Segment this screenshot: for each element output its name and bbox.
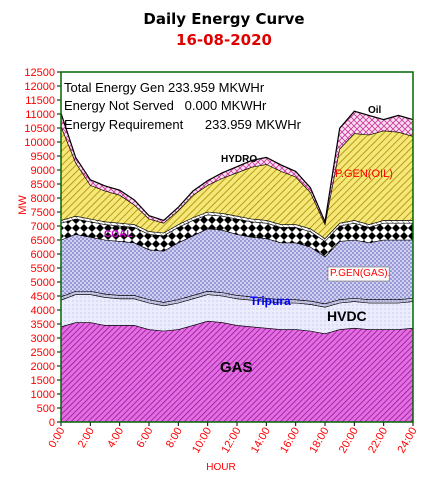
x-tick-label: 0:00: [46, 426, 67, 451]
y-tick-label: 9000: [31, 165, 55, 177]
y-tick-label: 0: [49, 417, 55, 429]
y-tick-label: 500: [37, 403, 55, 415]
series-label-pgen-oil: P.GEN(OIL): [335, 168, 393, 180]
x-tick-label: 18:00: [307, 426, 331, 456]
chart-subtitle: 16-08-2020: [176, 31, 272, 49]
series-label-pgen-gas: P.GEN(GAS).: [330, 268, 390, 279]
y-tick-label: 12500: [24, 67, 55, 79]
annotation-text: Energy Not Served 0.000 MKWHr: [64, 98, 267, 113]
y-tick-label: 1500: [31, 375, 55, 387]
x-tick-label: 6:00: [134, 426, 155, 451]
x-tick-label: 8:00: [164, 426, 185, 451]
chart-title: Daily Energy Curve: [143, 10, 305, 28]
x-tick-label: 22:00: [366, 426, 390, 456]
x-tick-label: 24:00: [395, 426, 419, 456]
y-tick-label: 5500: [31, 263, 55, 275]
series-label-coal: COAL: [104, 229, 132, 240]
annotation-text: Energy Requirement 233.959 MKWHr: [64, 117, 302, 132]
y-tick-label: 3000: [31, 333, 55, 345]
annotation-text: Total Energy Gen 233.959 MKWHr: [64, 80, 265, 95]
y-tick-label: 7000: [31, 221, 55, 233]
x-tick-label: 10:00: [190, 426, 214, 456]
y-tick-label: 2000: [31, 361, 55, 373]
y-tick-label: 9500: [31, 151, 55, 163]
x-tick-label: 2:00: [76, 426, 97, 451]
y-tick-label: 4000: [31, 305, 55, 317]
plot-border: [60, 71, 414, 423]
x-tick-label: 4:00: [105, 426, 126, 451]
y-tick-label: 1000: [31, 389, 55, 401]
series-label-oil: Oil: [368, 105, 382, 116]
y-tick-label: 12000: [24, 81, 55, 93]
series-label-hvdc: HVDC: [327, 308, 367, 324]
y-tick-label: 11500: [25, 95, 55, 107]
series-label-gas: GAS: [220, 359, 253, 376]
x-tick-label: 16:00: [278, 426, 302, 456]
x-tick-label: 12:00: [219, 426, 243, 456]
y-tick-label: 10000: [24, 137, 55, 149]
y-tick-label: 8000: [31, 193, 55, 205]
series-label-pgen-gas-box: [327, 266, 390, 282]
x-axis-label: HOUR: [206, 462, 235, 473]
y-tick-label: 7500: [31, 207, 55, 219]
total-demand-line: [60, 110, 414, 224]
series-label-tripura: Tripura: [250, 294, 291, 308]
series-label-hydro: HYDRO: [221, 154, 257, 165]
y-tick-label: 2500: [31, 347, 55, 359]
y-tick-label: 4500: [31, 291, 55, 303]
x-tick-label: 14:00: [249, 426, 273, 456]
x-tick-label: 20:00: [337, 426, 361, 456]
y-axis-label: MW: [17, 195, 29, 215]
y-tick-label: 5000: [31, 277, 55, 289]
y-tick-label: 8500: [31, 179, 55, 191]
y-tick-label: 11000: [25, 109, 55, 121]
y-tick-label: 3500: [31, 319, 55, 331]
y-tick-label: 10500: [24, 123, 55, 135]
y-tick-label: 6000: [31, 249, 55, 261]
y-tick-label: 6500: [31, 235, 55, 247]
